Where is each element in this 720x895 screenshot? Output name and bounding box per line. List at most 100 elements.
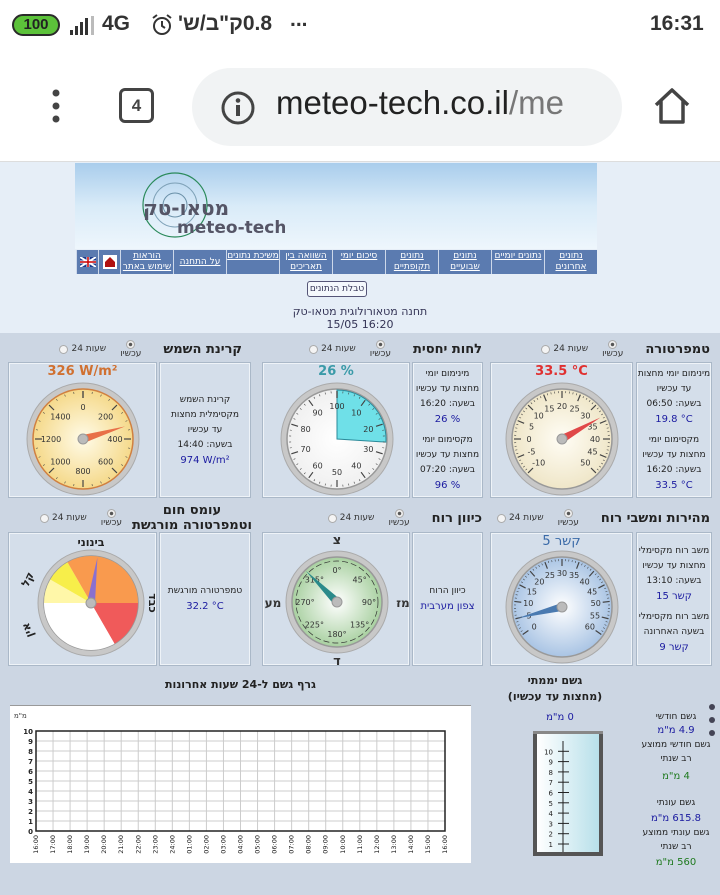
home-icon[interactable]: [652, 86, 692, 126]
data-table-button[interactable]: טבלת הנתונים: [307, 281, 367, 297]
nav-daily-summary[interactable]: סיכום יומי: [332, 250, 385, 274]
temperature-header: טמפרטורה עכשיו 24 שעות: [488, 338, 710, 360]
solar-gauge-box: 326 W/m² 0 200 400 600 800 1000 1200 1400: [8, 362, 157, 498]
info-icon[interactable]: [220, 90, 256, 126]
y-tick-label: 4: [28, 788, 33, 796]
nav-english[interactable]: [76, 250, 98, 274]
hour-gust-title: משב רוח מקסימלי בשעה האחרונה: [638, 611, 710, 637]
nav-about-station[interactable]: על התחנה: [173, 250, 226, 274]
tick-label: 270°: [295, 598, 314, 607]
clock: 16:31: [650, 12, 704, 35]
minor-tick: [602, 627, 606, 629]
minor-tick: [606, 594, 609, 596]
nav-periodic-data[interactable]: נתונים תקופתיים: [385, 250, 438, 274]
radio-24h[interactable]: 24 שעות: [40, 513, 87, 523]
tube-label: 9: [549, 759, 553, 767]
temperature-value: 33.5 °C: [535, 364, 588, 379]
site-logo[interactable]: מטאו-טק meteo-tech: [135, 165, 285, 245]
nav-export-data[interactable]: משיכת נתונים: [226, 250, 279, 274]
gauge-needle: [87, 557, 98, 604]
menu-icon[interactable]: [48, 88, 64, 124]
gauge-needle: [560, 417, 601, 443]
major-tick: [360, 399, 366, 407]
minor-tick: [535, 566, 537, 569]
needle-hub: [85, 597, 97, 609]
heat-sector: [67, 556, 138, 603]
radio-24h[interactable]: 24 שעות: [309, 344, 356, 354]
tick-label: -10: [532, 458, 545, 467]
tick-label: 5: [529, 422, 534, 431]
x-tick-label: 02:00: [202, 835, 210, 854]
heat-sector: [44, 603, 115, 650]
url-text[interactable]: meteo-tech.co.il/me: [276, 84, 564, 121]
radio-now[interactable]: עכשיו: [120, 339, 141, 359]
nav-latest-data[interactable]: נתונים אחרונים: [544, 250, 597, 274]
tick-label: 1000: [50, 458, 70, 467]
x-tick-label: 19:00: [83, 835, 91, 854]
nav-daily-data[interactable]: נתונים יומיים: [491, 250, 544, 274]
rain-chart: מ"מ 0 1 2 3 4 5 6 7 8 9 10 16:00 17:00 18:00 19:00 20:00…: [10, 705, 471, 863]
radio-24h[interactable]: 24 שעות: [59, 344, 106, 354]
solar-header: קרינת השמש עכשיו 24 שעות: [6, 338, 242, 360]
east-label: מז: [396, 596, 410, 610]
tick-label: 10: [523, 599, 533, 608]
radio-now[interactable]: עכשיו: [388, 508, 410, 528]
minor-tick: [516, 452, 519, 455]
monthly-avg-value: 4 מ"מ: [662, 771, 690, 782]
tick-label: 80: [301, 425, 311, 434]
scroll-dots-icon[interactable]: [707, 703, 717, 739]
y-tick-label: 10: [23, 728, 33, 736]
radio-24h[interactable]: 24 שעות: [541, 344, 588, 354]
y-tick-label: 5: [28, 778, 33, 786]
daily-rain-subtitle: (מחצות עד עכשיו): [507, 690, 603, 703]
x-tick-label: 04:00: [237, 835, 245, 854]
radio-now[interactable]: עכשיו: [101, 508, 122, 528]
seasonal-rain-title: גשם עונתי: [656, 798, 696, 808]
radio-now[interactable]: עכשיו: [558, 508, 579, 528]
minor-tick: [519, 459, 522, 462]
nav-instructions[interactable]: הוראות שימוש באתר: [120, 250, 173, 274]
radio-now[interactable]: עכשיו: [370, 339, 391, 359]
minor-tick: [313, 396, 316, 399]
radio-24h[interactable]: 24 שעות: [327, 513, 374, 523]
tick-label: 200: [98, 412, 113, 421]
radio-now[interactable]: עכשיו: [602, 339, 623, 359]
minor-tick: [546, 393, 549, 396]
rain-chart-svg: מ"מ 0 1 2 3 4 5 6 7 8 9 10 16:00 17:00 18:00 19:00 20:00…: [14, 712, 449, 854]
minor-tick: [100, 394, 102, 397]
address-bar[interactable]: meteo-tech.co.il/me: [192, 68, 622, 146]
logo-english: meteo-tech: [177, 218, 285, 238]
rain-gauge-tube: 1 2 3 4 5 6 7 8 9 10: [533, 731, 603, 856]
minor-tick: [530, 402, 533, 405]
minor-tick: [42, 412, 45, 414]
panel-title: עומס חום וטמפרטורה מורגשת: [132, 503, 252, 533]
nav-home[interactable]: [98, 250, 120, 274]
minor-tick: [575, 393, 578, 396]
nav-weekly-data[interactable]: נתונים שבועיים: [438, 250, 491, 274]
minor-tick: [541, 563, 543, 566]
radio-24h[interactable]: 24 שעות: [496, 513, 544, 523]
major-tick: [544, 561, 548, 569]
major-tick: [527, 467, 534, 474]
minor-tick: [605, 452, 608, 455]
x-tick-label: 20:00: [100, 835, 108, 854]
y-tick-label: 6: [28, 768, 33, 776]
x-tick-label: 06:00: [271, 835, 279, 854]
tick-label: 45: [587, 587, 597, 596]
tick-label: 30: [363, 445, 373, 454]
major-tick: [599, 454, 607, 458]
solar-value: 326 W/m²: [47, 364, 118, 379]
tick-label: 60: [585, 623, 595, 632]
major-tick: [375, 423, 383, 427]
minor-tick: [525, 468, 528, 471]
web-page: מטאו-טק meteo-tech נתונים אחרונים נתונים…: [0, 162, 720, 895]
tick-label: 10: [351, 408, 361, 417]
minor-tick: [378, 418, 381, 420]
minor-tick: [353, 481, 355, 484]
minor-tick: [597, 575, 599, 578]
nav-compare-dates[interactable]: השוואה בין תאריכים: [279, 250, 332, 274]
tab-switcher-button[interactable]: 4: [119, 88, 154, 123]
tick-label: 50: [332, 468, 342, 477]
major-tick: [576, 561, 580, 569]
y-tick-label: 3: [28, 798, 33, 806]
